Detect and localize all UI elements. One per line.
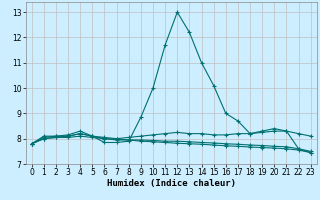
X-axis label: Humidex (Indice chaleur): Humidex (Indice chaleur): [107, 179, 236, 188]
